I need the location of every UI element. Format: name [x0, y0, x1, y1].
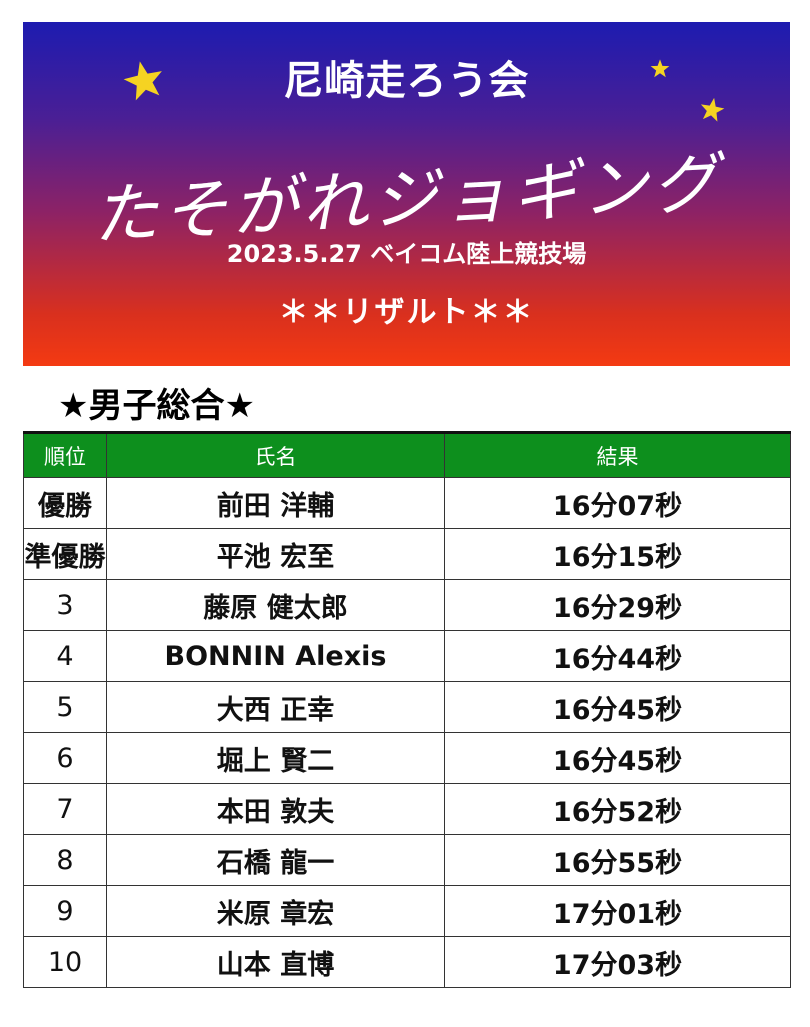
result-cell: 16分45秒 [444, 681, 791, 733]
rank-cell: 準優勝 [23, 528, 107, 580]
table-row: 5 大西 正幸 16分45秒 [23, 681, 791, 733]
result-cell: 17分01秒 [444, 885, 791, 937]
rank-cell: 3 [23, 579, 107, 631]
table-header-row: 順位 氏名 結果 [23, 432, 791, 478]
result-cell: 16分15秒 [444, 528, 791, 580]
table-row: 準優勝 平池 宏至 16分15秒 [23, 528, 791, 580]
result-cell: 16分29秒 [444, 579, 791, 631]
section-title: ★男子総合★ [58, 386, 255, 426]
name-cell: 米原 章宏 [106, 885, 445, 937]
table-row: 優勝 前田 洋輔 16分07秒 [23, 477, 791, 529]
table-row: 7 本田 敦夫 16分52秒 [23, 783, 791, 835]
rank-cell: 4 [23, 630, 107, 682]
result-cell: 16分44秒 [444, 630, 791, 682]
results-table: 順位 氏名 結果 優勝 前田 洋輔 16分07秒 準優勝 平池 宏至 16分15… [23, 431, 791, 988]
rank-cell: 10 [23, 936, 107, 988]
table-row: 6 堀上 賢二 16分45秒 [23, 732, 791, 784]
table-row: 4 BONNIN Alexis 16分44秒 [23, 630, 791, 682]
column-header-name: 氏名 [106, 432, 445, 478]
name-cell: BONNIN Alexis [106, 630, 445, 682]
rank-cell: 8 [23, 834, 107, 886]
table-row: 10 山本 直博 17分03秒 [23, 936, 791, 988]
table-row: 3 藤原 健太郎 16分29秒 [23, 579, 791, 631]
name-cell: 石橋 龍一 [106, 834, 445, 886]
rank-cell: 優勝 [23, 477, 107, 529]
rank-cell: 7 [23, 783, 107, 835]
name-cell: 平池 宏至 [106, 528, 445, 580]
table-row: 8 石橋 龍一 16分55秒 [23, 834, 791, 886]
star-icon [123, 61, 162, 101]
column-header-rank: 順位 [23, 432, 107, 478]
star-icon [700, 97, 725, 122]
result-cell: 16分52秒 [444, 783, 791, 835]
rank-cell: 5 [23, 681, 107, 733]
result-cell: 16分55秒 [444, 834, 791, 886]
name-cell: 堀上 賢二 [106, 732, 445, 784]
rank-cell: 9 [23, 885, 107, 937]
table-row: 9 米原 章宏 17分01秒 [23, 885, 791, 937]
results-heading: ＊＊リザルト＊＊ [278, 295, 535, 330]
name-cell: 本田 敦夫 [106, 783, 445, 835]
event-date-venue: 2023.5.27 ベイコム陸上競技場 [226, 240, 587, 268]
column-header-result: 結果 [444, 432, 791, 478]
name-cell: 山本 直博 [106, 936, 445, 988]
result-cell: 16分07秒 [444, 477, 791, 529]
name-cell: 前田 洋輔 [106, 477, 445, 529]
result-cell: 16分45秒 [444, 732, 791, 784]
name-cell: 大西 正幸 [106, 681, 445, 733]
star-icon [650, 59, 670, 78]
result-cell: 17分03秒 [444, 936, 791, 988]
organization-name: 尼崎走ろう会 [283, 58, 530, 104]
rank-cell: 6 [23, 732, 107, 784]
header-banner: 尼崎走ろう会 たそがれジョギング 2023.5.27 ベイコム陸上競技場 ＊＊リ… [23, 22, 790, 366]
name-cell: 藤原 健太郎 [106, 579, 445, 631]
